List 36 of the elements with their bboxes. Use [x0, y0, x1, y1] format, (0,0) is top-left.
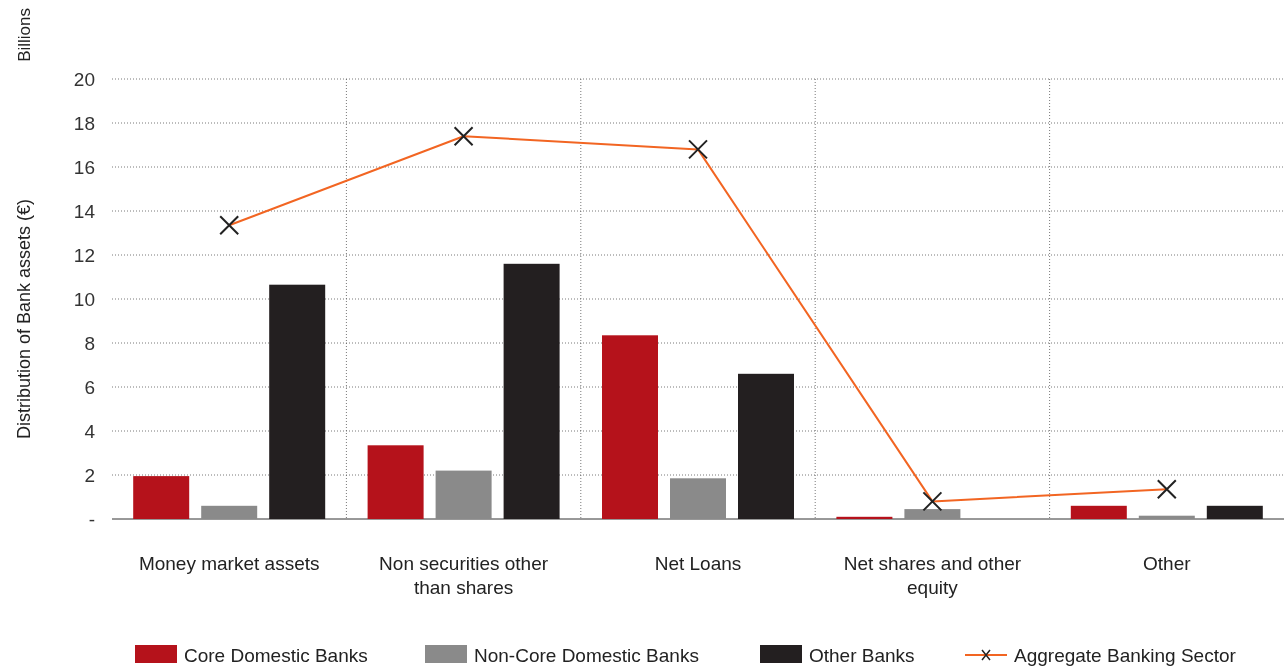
y-tick-label: 2 — [84, 464, 95, 486]
y-tick-label: 16 — [73, 156, 95, 178]
bar — [738, 373, 794, 519]
x-tick-label: Money market assets — [138, 553, 320, 574]
bar — [503, 263, 560, 519]
y-tick-label: - — [88, 508, 95, 530]
y-tick-label: 18 — [73, 112, 95, 134]
legend-label: Non-Core Domestic Banks — [474, 644, 699, 666]
bar — [1138, 515, 1195, 519]
bar — [836, 516, 893, 519]
bar — [670, 478, 726, 519]
bar — [1070, 505, 1127, 519]
x-tick-label: Net shares and other equity — [843, 553, 1022, 598]
legend-label: Aggregate Banking Sector — [1014, 644, 1237, 666]
y-tick-label: 8 — [84, 332, 95, 354]
bar — [602, 335, 658, 519]
x-tick-label: Net Loans — [654, 553, 742, 574]
bar — [904, 509, 961, 519]
text: Billions — [15, 8, 34, 62]
y-tick-label: 10 — [73, 288, 95, 310]
y-tick-label: 12 — [73, 244, 95, 266]
bar — [1206, 505, 1263, 519]
x-tick-label: Non securities other than shares — [379, 553, 549, 598]
bar — [435, 470, 492, 519]
bar — [367, 445, 424, 519]
y-tick-label: 4 — [84, 420, 96, 442]
bar — [133, 476, 190, 519]
bar — [201, 505, 258, 519]
legend-label: Other Banks — [809, 644, 915, 666]
y-tick-label: 14 — [73, 200, 96, 222]
legend-label: Core Domestic Banks — [184, 644, 368, 666]
y-tick-label: 20 — [73, 68, 95, 90]
x-tick-label: Other — [1143, 553, 1192, 574]
y-tick-label: 6 — [84, 376, 95, 398]
bar — [269, 284, 326, 519]
y-axis-title: Distribution of Bank assets (€) — [14, 198, 34, 440]
